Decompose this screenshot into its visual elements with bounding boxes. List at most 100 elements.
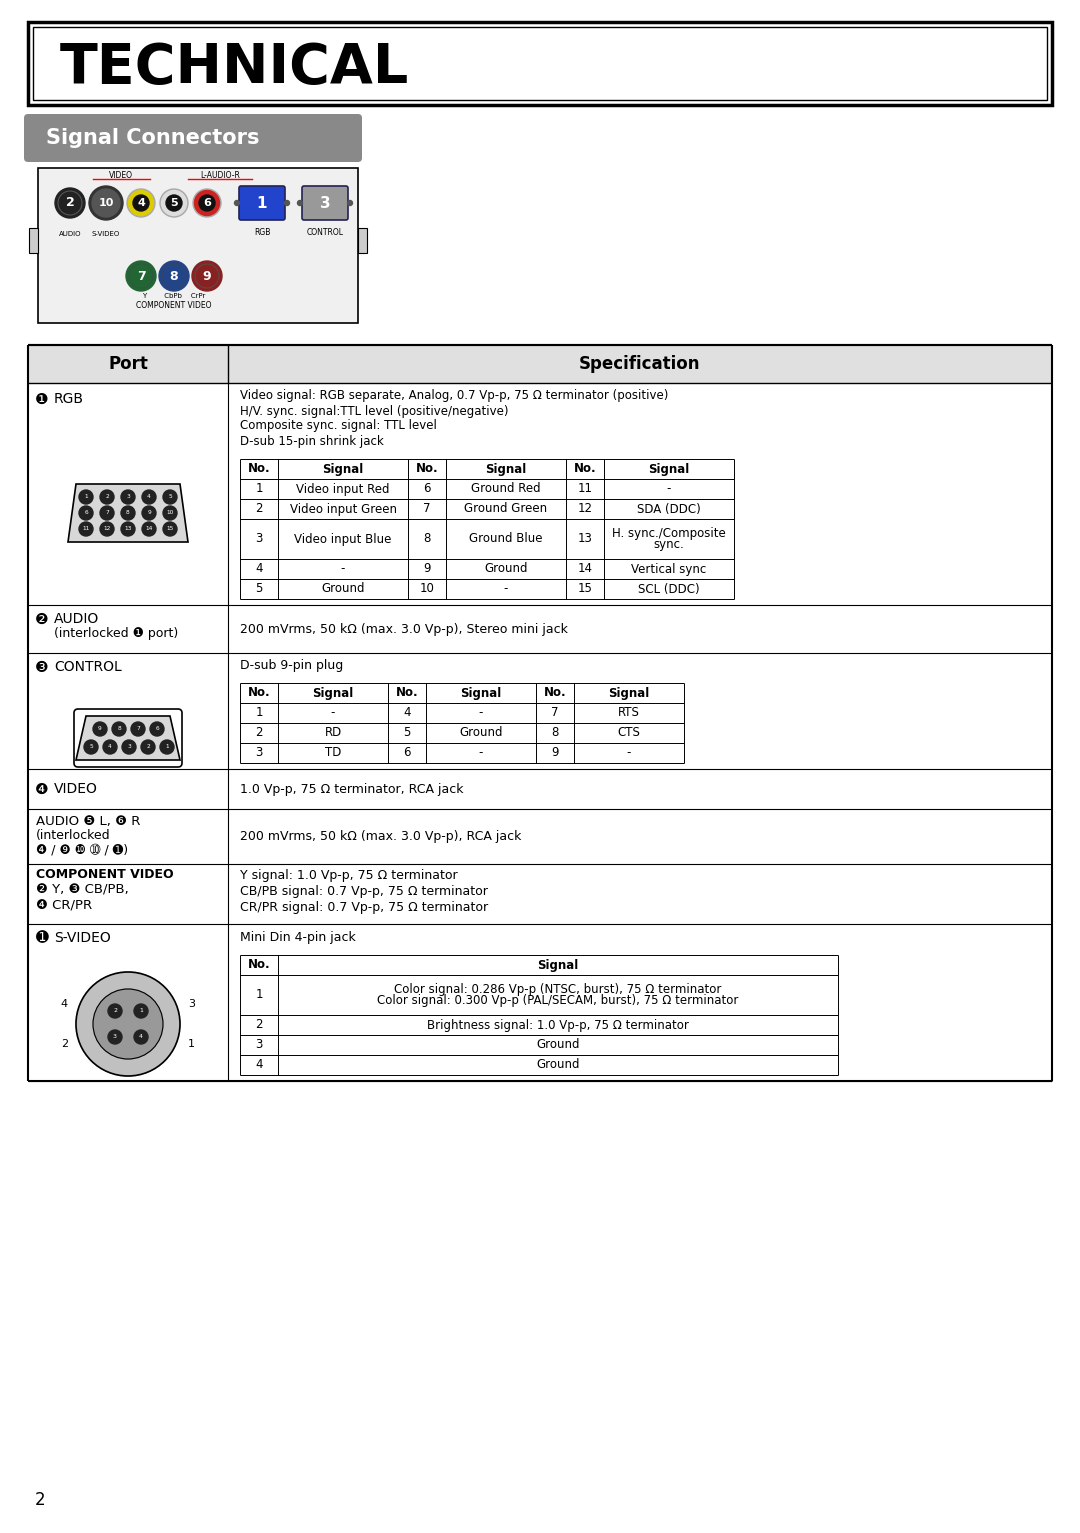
Circle shape (199, 195, 215, 212)
Text: 1.0 Vp-p, 75 Ω terminator, RCA jack: 1.0 Vp-p, 75 Ω terminator, RCA jack (240, 782, 463, 796)
Text: 8: 8 (126, 510, 130, 515)
Text: Mini Din 4-pin jack: Mini Din 4-pin jack (240, 931, 355, 943)
Text: 4: 4 (255, 1058, 262, 1072)
Text: 5: 5 (90, 745, 93, 750)
Text: Ground: Ground (321, 583, 365, 595)
Text: 4: 4 (255, 563, 262, 575)
Text: Y signal: 1.0 Vp-p, 75 Ω terminator: Y signal: 1.0 Vp-p, 75 Ω terminator (240, 869, 458, 883)
Circle shape (108, 1030, 122, 1044)
Circle shape (166, 195, 183, 212)
Circle shape (103, 740, 117, 754)
Text: ➊: ➊ (36, 931, 49, 946)
Text: 3: 3 (255, 747, 262, 759)
Circle shape (122, 740, 136, 754)
Text: 12: 12 (104, 526, 110, 532)
Text: Ground Blue: Ground Blue (469, 532, 543, 546)
Text: RD: RD (324, 727, 341, 739)
Text: 8: 8 (170, 270, 178, 282)
Text: 6: 6 (403, 747, 410, 759)
Text: 6: 6 (423, 483, 431, 495)
Text: H/V. sync. signal:TTL level (positive/negative): H/V. sync. signal:TTL level (positive/ne… (240, 405, 509, 417)
Text: 3: 3 (320, 196, 330, 210)
Text: VIDEO: VIDEO (109, 172, 133, 181)
Circle shape (133, 195, 149, 212)
Circle shape (159, 261, 189, 291)
Text: sync.: sync. (653, 538, 685, 550)
Text: 2: 2 (255, 503, 262, 515)
Text: -: - (478, 707, 483, 719)
Circle shape (89, 185, 123, 221)
Circle shape (234, 201, 240, 205)
Circle shape (121, 506, 135, 520)
Bar (29, 228, 38, 253)
Text: (interlocked ❶ port): (interlocked ❶ port) (54, 627, 178, 639)
Text: 3: 3 (255, 1038, 262, 1052)
Text: Brightness signal: 1.0 Vp-p, 75 Ω terminator: Brightness signal: 1.0 Vp-p, 75 Ω termin… (427, 1018, 689, 1032)
Circle shape (284, 201, 289, 205)
Text: Composite sync. signal: TTL level: Composite sync. signal: TTL level (240, 420, 437, 432)
Text: AUDIO ❺ L, ❻ R: AUDIO ❺ L, ❻ R (36, 814, 140, 828)
Text: ❹ CR/PR: ❹ CR/PR (36, 900, 92, 912)
Circle shape (150, 722, 164, 736)
Circle shape (141, 491, 156, 504)
Text: D-sub 15-pin shrink jack: D-sub 15-pin shrink jack (240, 434, 383, 448)
Circle shape (141, 523, 156, 537)
Circle shape (134, 1004, 148, 1018)
Text: Ground: Ground (537, 1058, 580, 1072)
Text: 9: 9 (98, 727, 102, 731)
Text: 4: 4 (137, 198, 145, 208)
Text: No.: No. (543, 687, 566, 699)
Text: 6: 6 (84, 510, 87, 515)
Text: Signal: Signal (322, 463, 364, 475)
Text: Ground Red: Ground Red (471, 483, 541, 495)
Text: 4: 4 (139, 1035, 143, 1039)
Text: 7: 7 (423, 503, 431, 515)
Text: CR/PR signal: 0.7 Vp-p, 75 Ω terminator: CR/PR signal: 0.7 Vp-p, 75 Ω terminator (240, 901, 488, 915)
Text: CB/PB signal: 0.7 Vp-p, 75 Ω terminator: CB/PB signal: 0.7 Vp-p, 75 Ω terminator (240, 886, 488, 898)
Circle shape (129, 190, 153, 216)
Text: ❹ / ❾ ❿ ➉ / ➊): ❹ / ❾ ❿ ➉ / ➊) (36, 843, 129, 857)
Text: 1: 1 (255, 707, 262, 719)
Text: 4: 4 (108, 745, 112, 750)
Text: 2: 2 (105, 495, 109, 500)
Text: COMPONENT VIDEO: COMPONENT VIDEO (36, 868, 174, 880)
Text: Signal: Signal (485, 463, 527, 475)
Text: ❷ Y, ❸ CB/PB,: ❷ Y, ❸ CB/PB, (36, 883, 129, 897)
Text: Color signal: 0.300 Vp-p (PAL/SECAM, burst), 75 Ω terminator: Color signal: 0.300 Vp-p (PAL/SECAM, bur… (377, 993, 739, 1007)
Text: L-AUDIO-R: L-AUDIO-R (200, 172, 240, 181)
Text: Video input Blue: Video input Blue (295, 532, 392, 546)
Text: 15: 15 (578, 583, 593, 595)
Text: 3: 3 (255, 532, 262, 546)
Bar (28, 345, 1052, 383)
Circle shape (160, 740, 174, 754)
Text: AUDIO: AUDIO (58, 231, 81, 238)
Circle shape (162, 190, 187, 216)
Text: 9: 9 (203, 270, 212, 282)
Text: CONTROL: CONTROL (307, 228, 343, 238)
FancyBboxPatch shape (24, 113, 362, 162)
Circle shape (92, 189, 120, 218)
Circle shape (100, 506, 114, 520)
FancyBboxPatch shape (302, 185, 348, 221)
Text: H. sync./Composite: H. sync./Composite (612, 527, 726, 540)
Bar (33, 28, 1047, 100)
Text: COMPONENT VIDEO: COMPONENT VIDEO (136, 300, 212, 310)
Text: SDA (DDC): SDA (DDC) (637, 503, 701, 515)
Circle shape (141, 506, 156, 520)
Circle shape (297, 201, 302, 205)
Text: 10: 10 (419, 583, 434, 595)
Text: 1: 1 (84, 495, 87, 500)
Text: SCL (DDC): SCL (DDC) (638, 583, 700, 595)
Text: No.: No. (395, 687, 418, 699)
Text: 2: 2 (146, 745, 150, 750)
Text: 2: 2 (255, 727, 262, 739)
Text: 200 mVrms, 50 kΩ (max. 3.0 Vp-p), Stereo mini jack: 200 mVrms, 50 kΩ (max. 3.0 Vp-p), Stereo… (240, 622, 568, 636)
Circle shape (121, 523, 135, 537)
Text: 2: 2 (255, 1018, 262, 1032)
Text: Video input Green: Video input Green (289, 503, 396, 515)
Circle shape (100, 523, 114, 537)
Text: 5: 5 (168, 495, 172, 500)
Bar (38, 169, 357, 323)
Text: CTS: CTS (618, 727, 640, 739)
Text: Color signal: 0.286 Vp-p (NTSC, burst), 75 Ω terminator: Color signal: 0.286 Vp-p (NTSC, burst), … (394, 983, 721, 996)
